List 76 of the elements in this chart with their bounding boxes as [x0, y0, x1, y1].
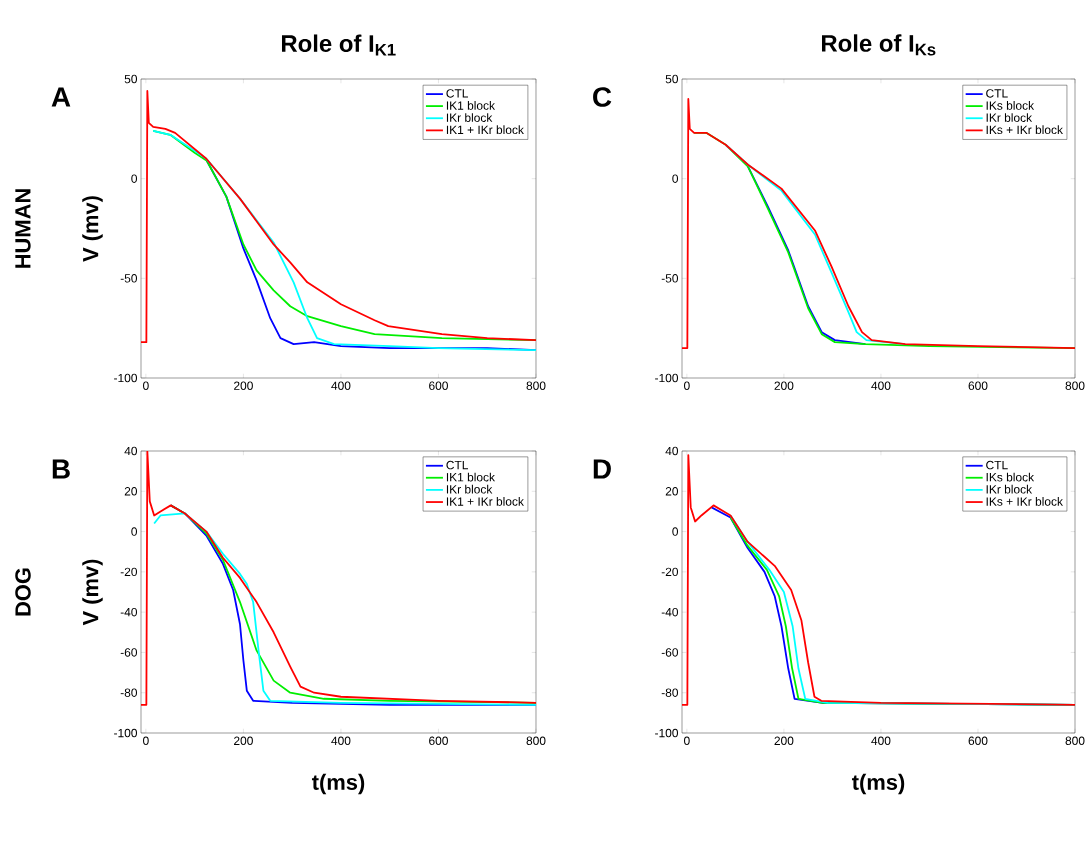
legend-label: IKs + IKr block — [986, 125, 1063, 135]
legend-label: IKr block — [446, 113, 493, 122]
x-tick-label: 0 — [684, 736, 690, 745]
y-tick-label: 0 — [672, 527, 679, 536]
x-tick-label: 0 — [143, 381, 149, 390]
x-tick-label: 600 — [429, 381, 448, 390]
line-series — [141, 451, 536, 706]
y-tick-label: -50 — [661, 274, 679, 283]
x-axis-title: t(ms) — [851, 773, 905, 795]
y-tick-label: -60 — [120, 648, 138, 657]
legend-label: CTL — [446, 460, 469, 470]
y-tick-label: -40 — [120, 607, 138, 617]
y-tick-label: -20 — [661, 567, 679, 577]
x-tick-label: 600 — [968, 381, 988, 390]
legend-label: IKr block — [986, 484, 1033, 494]
x-tick-label: 800 — [526, 381, 546, 390]
legend-label: CTL — [446, 89, 469, 98]
y-tick-label: 50 — [665, 74, 679, 84]
text: HUMAN — [15, 189, 31, 268]
x-tick-label: 400 — [871, 381, 891, 390]
x-tick-label: 200 — [774, 381, 794, 390]
y-tick-label: 20 — [665, 487, 679, 496]
y-tick-label: 0 — [131, 174, 138, 183]
y-tick-label: 0 — [131, 527, 138, 536]
text: B — [52, 459, 70, 479]
y-tick-label: -60 — [661, 648, 679, 657]
x-tick-label: 800 — [526, 736, 546, 745]
legend-label: IKs block — [986, 472, 1035, 482]
x-axis-title: t(ms) — [311, 773, 365, 795]
legend-label: IKs + IKr block — [986, 496, 1063, 506]
x-tick-label: 400 — [331, 381, 351, 390]
text: A — [51, 87, 71, 107]
legend-label: CTL — [986, 89, 1008, 98]
x-tick-label: 600 — [968, 736, 988, 745]
x-tick-label: 800 — [1065, 381, 1085, 390]
x-tick-label: 0 — [143, 736, 149, 745]
y-tick-label: 40 — [124, 446, 138, 456]
y-tick-label: -20 — [120, 567, 138, 577]
text: C — [593, 87, 612, 107]
y-tick-label: -100 — [655, 373, 679, 383]
y-tick-label: 40 — [665, 446, 679, 456]
legend-label: IKs block — [986, 101, 1035, 110]
y-axis-title: V (mv) — [82, 196, 103, 262]
x-tick-label: 800 — [1065, 736, 1085, 745]
y-axis-title: V (mv) — [82, 559, 103, 626]
y-tick-label: -50 — [120, 274, 138, 283]
y-tick-label: 50 — [124, 74, 138, 84]
y-tick-label: -100 — [655, 728, 679, 738]
y-tick-label: 0 — [672, 174, 679, 183]
legend-label: IK1 + IKr block — [446, 496, 524, 506]
x-tick-label: 200 — [234, 736, 253, 745]
x-tick-label: 0 — [684, 381, 690, 390]
line-series — [141, 90, 536, 344]
y-tick-label: -100 — [114, 373, 138, 383]
text: DOG — [15, 568, 31, 616]
legend-label: IKr block — [446, 484, 493, 494]
y-tick-label: -80 — [120, 688, 138, 697]
line-series — [682, 98, 1076, 350]
y-tick-label: -40 — [661, 607, 679, 617]
x-tick-label: 400 — [871, 736, 891, 745]
legend-label: IK1 block — [446, 101, 496, 110]
x-tick-label: 200 — [774, 736, 794, 745]
chart-title: Role of I$_{K1}$ — [281, 34, 396, 56]
x-tick-label: 400 — [331, 736, 351, 745]
legend-label: IKr block — [986, 113, 1033, 122]
y-tick-label: 20 — [124, 487, 138, 496]
chart-title: Role of I$_{Ks}$ — [822, 34, 936, 56]
legend-label: IK1 + IKr block — [446, 125, 524, 135]
line-series — [682, 454, 1076, 706]
y-tick-label: -80 — [661, 688, 679, 697]
y-tick-label: -100 — [114, 728, 138, 738]
legend-label: CTL — [986, 460, 1008, 470]
text: D — [593, 459, 611, 479]
x-tick-label: 200 — [234, 381, 253, 390]
x-tick-label: 600 — [429, 736, 448, 745]
legend-label: IK1 block — [446, 472, 496, 482]
